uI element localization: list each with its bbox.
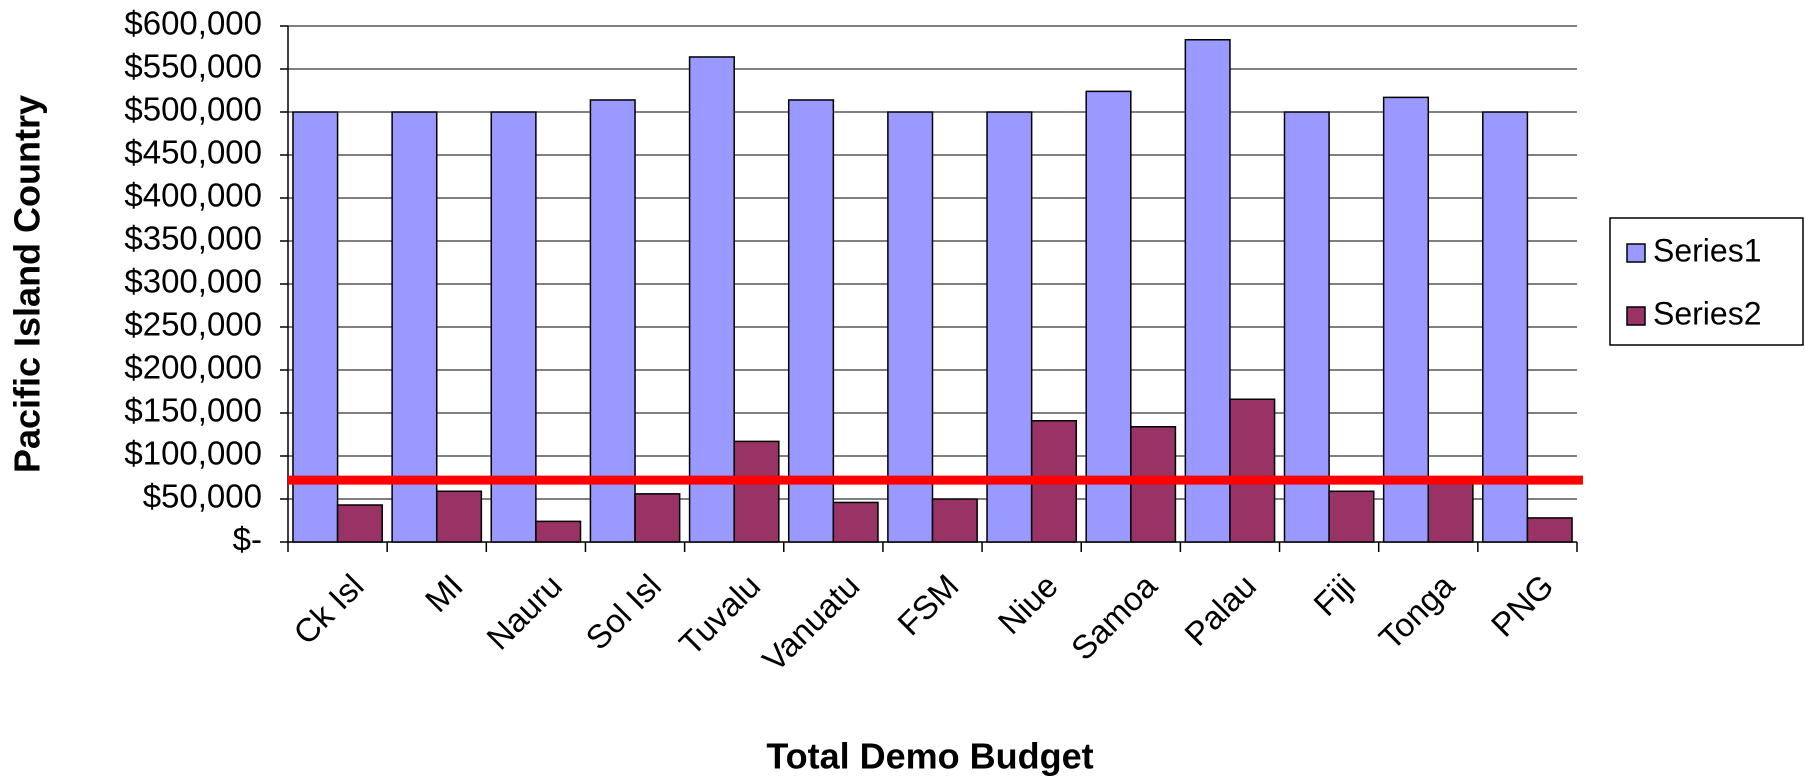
x-tick-label: Palau (1177, 567, 1263, 653)
bar (336, 504, 383, 543)
bar (1184, 39, 1231, 543)
y-tick-label: $250,000 (124, 306, 262, 343)
y-tick-label: $100,000 (124, 435, 262, 472)
legend-swatch (1626, 243, 1646, 263)
bar (1482, 111, 1529, 543)
bar (887, 111, 934, 543)
x-tick-label: PNG (1484, 567, 1561, 644)
bar (787, 99, 835, 543)
x-tick-label: MI (418, 567, 470, 619)
bar (435, 490, 483, 543)
bar (634, 493, 681, 543)
x-tick-label: Niue (991, 567, 1065, 641)
x-tick-label: Fiji (1306, 567, 1362, 623)
bar (832, 501, 879, 543)
y-tick-label: $200,000 (124, 349, 262, 386)
y-tick-label: $450,000 (124, 134, 262, 171)
bar (1283, 111, 1330, 543)
y-tick-label: $400,000 (124, 177, 262, 214)
bar (589, 99, 636, 543)
y-tick-label: $- (233, 521, 262, 558)
bar (1229, 398, 1276, 543)
y-tick-label: $150,000 (124, 392, 262, 429)
x-tick-label: Nauru (479, 567, 569, 657)
bar (986, 111, 1033, 543)
x-tick-label: Sol Isl (578, 567, 668, 657)
x-axis-title: Total Demo Budget (766, 736, 1093, 777)
x-tick-label: Ck Isl (286, 567, 370, 651)
bar (1526, 517, 1573, 543)
x-tick-label: Tuvalu (672, 567, 767, 662)
y-tick-label: $600,000 (124, 5, 262, 42)
bar (931, 498, 978, 543)
y-tick-label: $50,000 (143, 478, 262, 515)
bar (1382, 96, 1430, 543)
legend-label: Series2 (1653, 295, 1762, 331)
bar (1328, 490, 1375, 543)
y-tick-label: $300,000 (124, 263, 262, 300)
y-tick-label: $500,000 (124, 91, 262, 128)
legend-label: Series1 (1653, 232, 1762, 268)
bar (391, 111, 438, 543)
bar (688, 56, 735, 543)
y-tick-label: $350,000 (124, 220, 262, 257)
x-tick-label: Vanuatu (755, 567, 866, 678)
bar (490, 111, 537, 543)
bar (292, 111, 339, 543)
y-axis-title: Pacific Island Country (7, 95, 48, 473)
x-tick-label: FSM (890, 567, 965, 642)
x-tick-label: Tonga (1372, 567, 1462, 657)
bar (1085, 90, 1132, 543)
x-tick-label: Samoa (1064, 566, 1165, 667)
legend-swatch (1626, 306, 1646, 326)
bar (733, 440, 780, 543)
y-tick-label: $550,000 (124, 48, 262, 85)
bar (1427, 479, 1474, 543)
bar (535, 520, 582, 543)
